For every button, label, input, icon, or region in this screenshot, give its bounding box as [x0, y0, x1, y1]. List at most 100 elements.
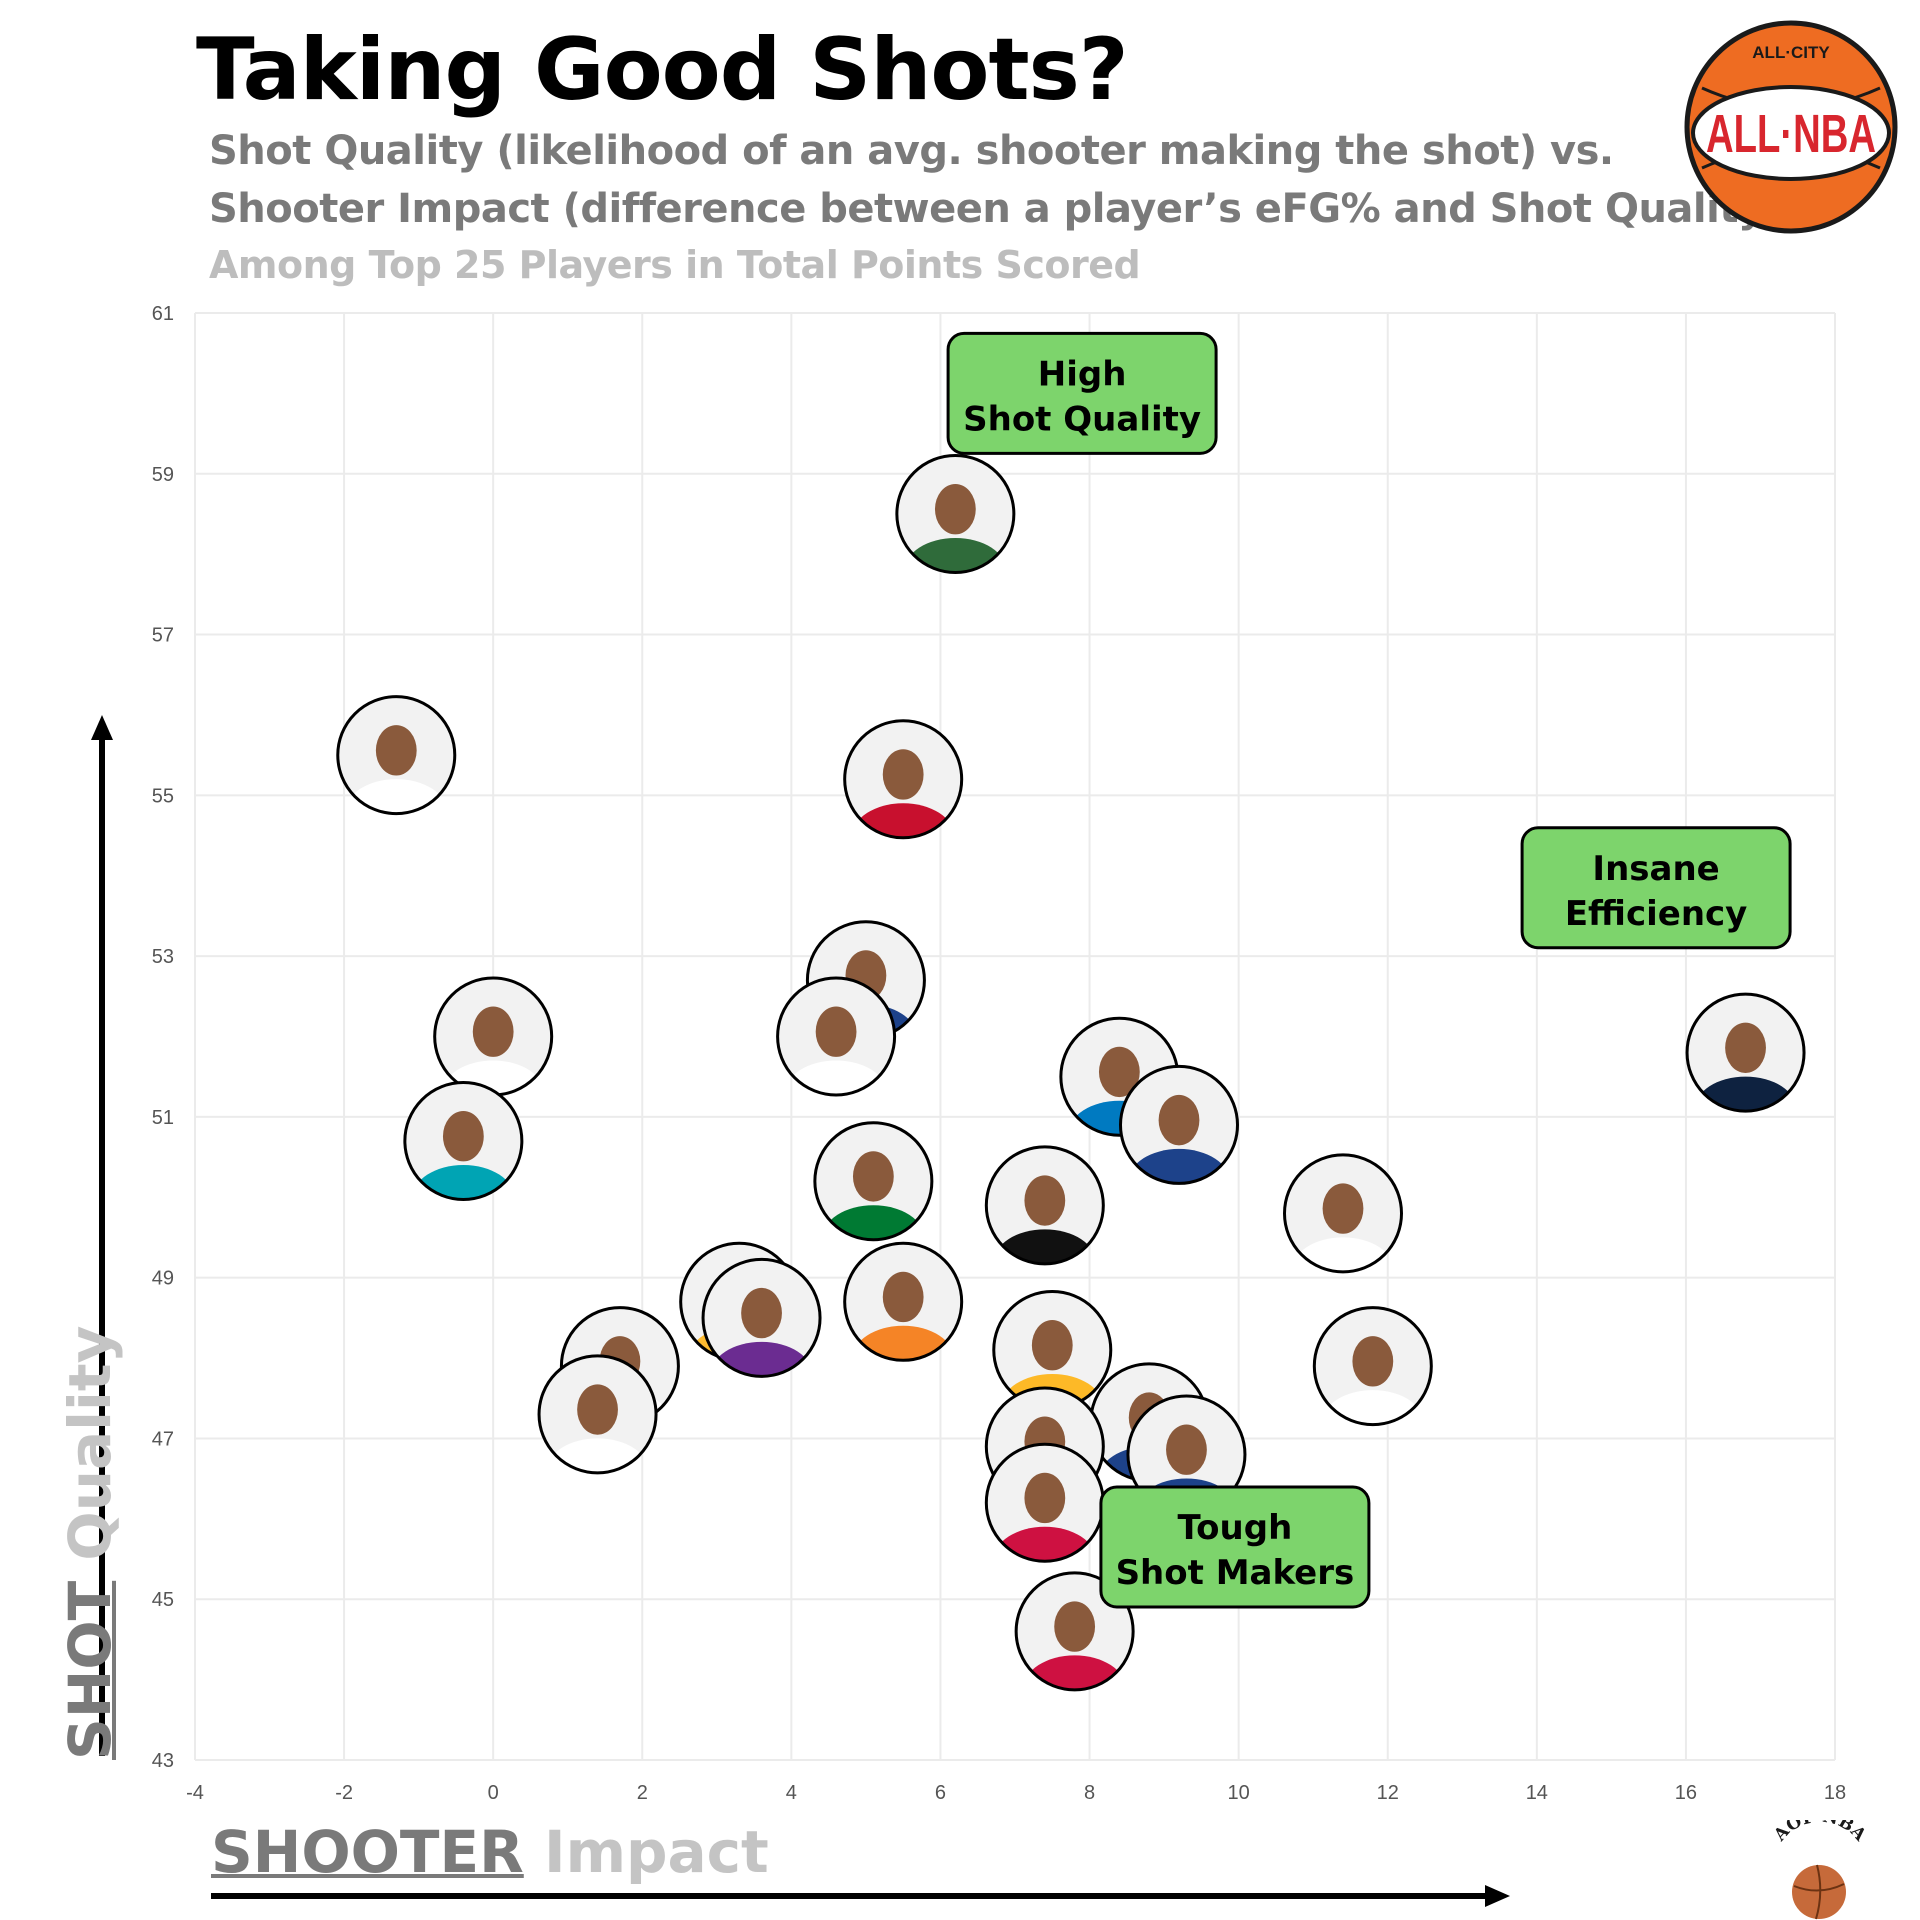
- axis-arrows: [91, 715, 1510, 1907]
- player-point-border: [1283, 1153, 1403, 1274]
- x-tick-label: 2: [637, 1782, 648, 1804]
- data-points: [336, 453, 1806, 1692]
- quadrant-label-line1: Tough: [1178, 1508, 1293, 1548]
- player-point: [1685, 992, 1806, 1113]
- chart-subtitle-line1: Shot Quality (likelihood of an avg. shoo…: [209, 128, 1614, 174]
- player-head: [1725, 1022, 1766, 1073]
- player-head: [852, 1151, 894, 1202]
- aop-nba-text: AOP NBA: [1770, 1820, 1871, 1846]
- y-tick-label: 45: [152, 1589, 174, 1611]
- x-tick-label: 4: [786, 1782, 797, 1804]
- player-point: [843, 1241, 964, 1362]
- player-point-border: [1119, 1064, 1239, 1185]
- player-point: [776, 976, 897, 1097]
- all-city-text: ALL·CITY: [1752, 43, 1830, 62]
- player-head: [1054, 1601, 1096, 1652]
- player-point-border: [1685, 992, 1806, 1113]
- player-point: [843, 719, 964, 840]
- player-point-border: [336, 695, 457, 816]
- player-head: [1166, 1424, 1207, 1475]
- player-point: [1312, 1306, 1433, 1427]
- y-tick-label: 61: [152, 303, 174, 325]
- player-head: [1098, 1046, 1140, 1098]
- player-head: [472, 1006, 514, 1057]
- player-head: [1352, 1336, 1394, 1387]
- player-point-border: [843, 719, 964, 840]
- x-axis-title-word2: Impact: [543, 1818, 769, 1886]
- quadrant-label-box: High Shot Quality: [946, 331, 1218, 455]
- player-head: [1158, 1094, 1200, 1146]
- player-head: [375, 725, 417, 776]
- player-head: [882, 749, 924, 800]
- quadrant-labels: High Shot Quality Insane Efficiency Tough Sho…: [946, 331, 1792, 1609]
- quadrant-label-box: Tough Shot Makers: [1099, 1485, 1371, 1609]
- y-tick-label: 55: [152, 785, 174, 807]
- x-axis-title: SHOOTER Impact: [211, 1818, 769, 1886]
- player-point: [701, 1257, 822, 1378]
- player-head: [577, 1384, 618, 1435]
- player-point: [895, 453, 1016, 574]
- aop-nba-logo: AOP NBA: [1770, 1820, 1871, 1920]
- quadrant-label-line2: Shot Quality: [963, 399, 1201, 439]
- y-tick-label: 49: [152, 1268, 174, 1290]
- player-point: [1283, 1153, 1403, 1274]
- chart-title: Taking Good Shots?: [196, 20, 1129, 120]
- player-head: [1024, 1175, 1066, 1226]
- player-point-border: [895, 453, 1016, 574]
- quadrant-label-line2: Shot Makers: [1116, 1553, 1355, 1593]
- x-tick-label: 0: [488, 1782, 499, 1804]
- y-tick-labels: 43 45 47 49 51 53 55 57 59 61: [152, 303, 174, 1772]
- y-tick-label: 51: [152, 1107, 174, 1129]
- x-tick-label: -4: [186, 1782, 204, 1804]
- player-point-border: [984, 1145, 1105, 1266]
- player-head: [741, 1287, 782, 1339]
- player-head: [1024, 1472, 1066, 1524]
- player-point-border: [843, 1241, 964, 1362]
- quadrant-label-line2: Efficiency: [1565, 894, 1748, 934]
- x-axis-arrowhead: [1485, 1885, 1510, 1907]
- y-tick-label: 59: [152, 464, 174, 486]
- svg-text:AOP NBA: AOP NBA: [1770, 1820, 1871, 1846]
- x-tick-label: -2: [335, 1782, 353, 1804]
- quadrant-label-line1: Insane: [1592, 849, 1719, 889]
- player-head: [882, 1271, 924, 1323]
- y-axis-title-word1: SHOT: [56, 1580, 124, 1760]
- y-tick-label: 43: [152, 1750, 174, 1772]
- player-point-border: [776, 976, 897, 1097]
- y-tick-label: 53: [152, 946, 174, 968]
- x-axis-title-word1: SHOOTER: [211, 1818, 524, 1886]
- player-point-border: [537, 1354, 658, 1475]
- x-tick-label: 16: [1675, 1782, 1697, 1804]
- x-tick-label: 8: [1084, 1782, 1095, 1804]
- x-tick-label: 10: [1228, 1782, 1250, 1804]
- y-axis-arrowhead: [91, 715, 113, 740]
- player-point-border: [701, 1257, 822, 1378]
- player-point: [984, 1145, 1105, 1266]
- quadrant-label-box: Insane Efficiency: [1520, 826, 1792, 950]
- player-point-border: [1014, 1571, 1135, 1692]
- x-tick-labels: -4 -2 0 2 4 6 8 10 12 14 16 18: [186, 1782, 1846, 1804]
- all-nba-text: ALL·NBA: [1706, 104, 1876, 164]
- player-head: [442, 1111, 484, 1162]
- y-axis-title-word2: Quality: [56, 1325, 124, 1561]
- player-point: [403, 1081, 524, 1202]
- y-tick-label: 47: [152, 1428, 174, 1450]
- x-tick-label: 12: [1377, 1782, 1399, 1804]
- player-point: [537, 1354, 658, 1475]
- player-point: [984, 1442, 1105, 1563]
- y-axis-title: SHOT Quality: [56, 1326, 124, 1760]
- player-point-border: [813, 1121, 934, 1242]
- x-tick-label: 6: [935, 1782, 946, 1804]
- y-tick-label: 57: [152, 625, 174, 647]
- x-tick-label: 18: [1824, 1782, 1846, 1804]
- player-head: [1031, 1320, 1073, 1371]
- all-nba-logo: ALL·CITY ALL·NBA: [1684, 20, 1898, 234]
- chart-subtitle-line2: Shooter Impact (difference between a pla…: [209, 186, 1782, 232]
- x-tick-label: 14: [1526, 1782, 1548, 1804]
- quadrant-label-line1: High: [1038, 354, 1127, 394]
- player-head: [815, 1006, 857, 1057]
- player-point: [336, 695, 457, 816]
- player-point: [813, 1121, 934, 1242]
- player-point-border: [1312, 1306, 1433, 1427]
